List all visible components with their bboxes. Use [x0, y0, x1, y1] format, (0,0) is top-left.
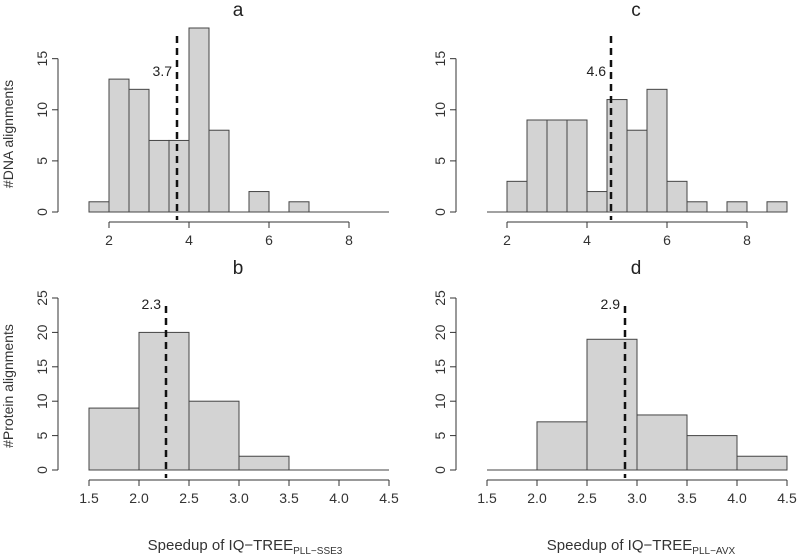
panel-b-bar	[88, 407, 140, 471]
panel-a-bar	[88, 201, 110, 213]
panel-a-title: a	[233, 0, 244, 21]
panel-d-y-tick-label: 10	[432, 393, 448, 409]
panel-a-bar	[248, 191, 270, 213]
panel-b-bar	[138, 331, 190, 471]
panel-a-bar	[168, 139, 190, 213]
panel-d-median-label: 2.9	[601, 296, 621, 312]
panel-c-bar	[626, 129, 648, 213]
panel-c-title: c	[631, 0, 641, 21]
y-title-protein: #Protein alignments	[0, 324, 16, 448]
x-title-avx: Speedup of IQ−TREEPLL−AVX	[547, 537, 736, 554]
panel-b-bar	[188, 400, 240, 471]
panel-b-x-tick-label: 3.5	[279, 490, 299, 506]
panel-a-x-tick-label: 8	[345, 232, 353, 248]
panel-d-y-tick-label: 25	[432, 290, 448, 306]
panel-b-x-tick-label: 1.5	[79, 490, 99, 506]
panel-b-y-tick-label: 0	[34, 466, 50, 474]
panel-a-median-label: 3.7	[153, 63, 173, 79]
panel-c-bar	[646, 88, 668, 213]
panel-a-bar	[108, 78, 130, 213]
panel-b-bar	[238, 455, 290, 471]
panel-b-y-tick-label: 20	[34, 324, 50, 340]
panel-c-bar	[686, 201, 708, 213]
panel-c-y-tick-label: 0	[432, 208, 448, 216]
panel-c-x-tick-label: 6	[663, 232, 671, 248]
x-title-avx-sub: PLL−AVX	[692, 546, 735, 554]
panel-d-bar	[586, 338, 638, 471]
panel-c-bar	[726, 201, 748, 213]
panel-a-x-tick-label: 2	[105, 232, 113, 248]
panel-d: d 1.5 2.0 2.5 3.0 3.5 4.0 4.5 0 5 10 15 20 25 2.9	[432, 258, 797, 506]
panel-d-bar	[736, 455, 788, 471]
panel-a-y-tick-label: 0	[34, 208, 50, 216]
x-title-sse3-main: Speedup of IQ−TREE	[148, 537, 294, 554]
panel-d-x-tick-label: 1.5	[477, 490, 497, 506]
panel-c-x-tick-label: 4	[583, 232, 591, 248]
panel-b-y-tick-label: 15	[34, 359, 50, 375]
x-title-sse3-sub: PLL−SSE3	[293, 546, 343, 554]
panel-d-title: d	[631, 258, 642, 279]
panel-b: b 1.5 2.0 2.5 3.0 3.5 4.0 4.5 0 5 10 15 20 25 2.3	[34, 258, 399, 506]
panel-c-bar	[666, 180, 688, 213]
panel-d-x-tick-label: 3.5	[677, 490, 697, 506]
panel-c-bar	[566, 119, 588, 213]
x-title-sse3: Speedup of IQ−TREEPLL−SSE3	[148, 537, 343, 554]
panel-b-title: b	[233, 258, 244, 279]
panel-a-bar	[208, 129, 230, 213]
panel-d-bar	[536, 421, 588, 471]
panel-d-y-tick-label: 0	[432, 466, 448, 474]
panel-a-y-tick-label: 15	[34, 51, 50, 67]
panel-d-bar	[686, 435, 738, 471]
panel-c-y-tick-label: 15	[432, 51, 448, 67]
panel-d-y-tick-label: 5	[432, 431, 448, 439]
panel-b-x-tick-label: 4.0	[329, 490, 349, 506]
panel-b-y-tick-label: 25	[34, 290, 50, 306]
panel-d-bar	[636, 414, 688, 471]
panel-a-bar	[188, 27, 210, 213]
panel-b-x-tick-label: 3.0	[229, 490, 249, 506]
panel-c-median-label: 4.6	[587, 63, 607, 79]
panel-d-x-tick-label: 2.5	[577, 490, 597, 506]
panel-b-y-tick-label: 5	[34, 431, 50, 439]
y-title-dna: #DNA alignments	[0, 80, 16, 188]
panel-b-median-label: 2.3	[142, 296, 162, 312]
panel-c: c 2 4 6 8 0 5 10 15 4.6	[432, 0, 788, 248]
panel-c-x-tick-label: 8	[743, 232, 751, 248]
panel-a-x-tick-label: 6	[265, 232, 273, 248]
panel-a-y-tick-label: 10	[34, 102, 50, 118]
panel-c-y-tick-label: 5	[432, 157, 448, 165]
panel-a-bar	[288, 201, 310, 213]
panel-c-bar	[766, 201, 788, 213]
panel-c-bar	[546, 119, 568, 213]
panel-d-x-tick-label: 2.0	[527, 490, 547, 506]
panel-b-x-tick-label: 2.0	[129, 490, 149, 506]
x-title-avx-main: Speedup of IQ−TREE	[547, 537, 693, 554]
panel-d-x-tick-label: 4.0	[727, 490, 747, 506]
panel-d-x-tick-label: 4.5	[777, 490, 797, 506]
panel-d-y-tick-label: 20	[432, 324, 448, 340]
panel-a-bar	[148, 139, 170, 213]
panel-b-x-tick-label: 4.5	[379, 490, 399, 506]
panel-a: a 2 4 6 8 0 5 10 15 3.7	[34, 0, 389, 248]
panel-c-bar	[526, 119, 548, 213]
panel-a-y-tick-label: 5	[34, 157, 50, 165]
panel-c-x-tick-label: 2	[503, 232, 511, 248]
panel-c-bar	[586, 191, 608, 213]
panel-b-y-tick-label: 10	[34, 393, 50, 409]
panel-c-bar	[506, 180, 528, 213]
panel-d-x-tick-label: 3.0	[627, 490, 647, 506]
panel-a-x-tick-label: 4	[185, 232, 193, 248]
panel-d-y-tick-label: 15	[432, 359, 448, 375]
panel-c-y-tick-label: 10	[432, 102, 448, 118]
panel-a-bar	[128, 88, 150, 213]
panel-b-x-tick-label: 2.5	[179, 490, 199, 506]
